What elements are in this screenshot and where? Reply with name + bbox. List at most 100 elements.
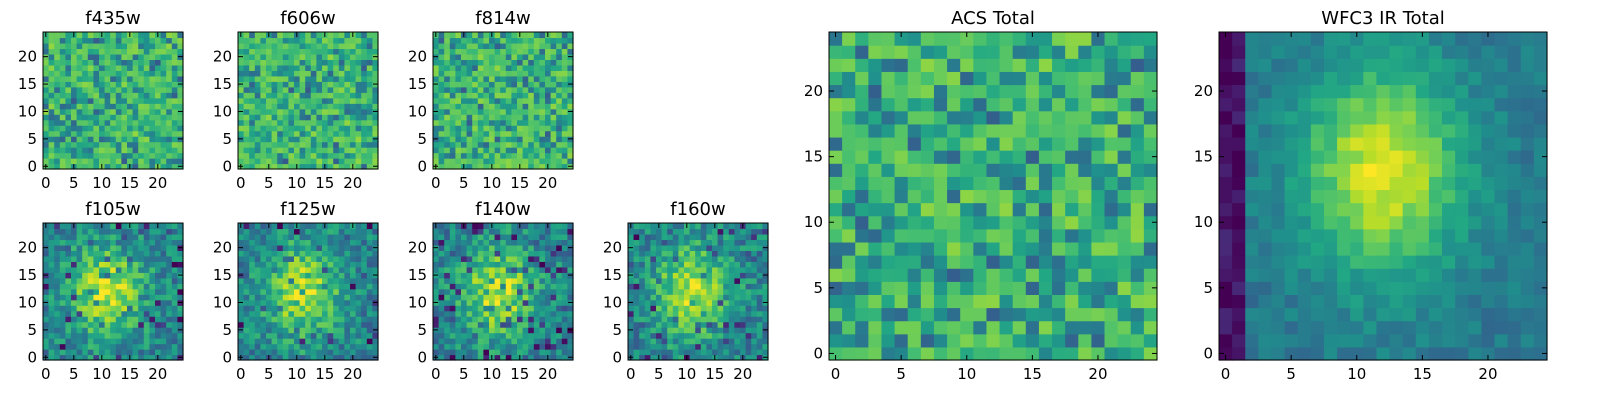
heatmap-cell [59, 310, 66, 317]
heatmap-cell [973, 281, 988, 295]
heatmap-cell [438, 152, 445, 159]
heatmap-cell [333, 223, 340, 230]
heatmap-cell [438, 114, 445, 121]
heatmap-cell [700, 343, 707, 350]
heatmap-cell [477, 92, 484, 99]
heatmap-cell [99, 97, 106, 104]
heatmap-cell [316, 255, 323, 262]
heatmap-cell [550, 332, 557, 339]
heatmap-cell [138, 327, 145, 334]
heatmap-cell [561, 332, 568, 339]
heatmap-cell [461, 136, 468, 143]
heatmap-cell [282, 327, 289, 334]
heatmap-cell [556, 338, 563, 345]
heatmap-cell [115, 223, 122, 230]
heatmap-cell [438, 332, 445, 339]
heatmap-cell [466, 141, 473, 148]
heatmap-cell [333, 108, 340, 115]
heatmap-cell [511, 261, 518, 268]
heatmap-cell [316, 147, 323, 154]
heatmap-cell [155, 125, 162, 132]
heatmap-cell [127, 327, 134, 334]
heatmap-cell [138, 97, 145, 104]
heatmap-cell [633, 316, 640, 323]
heatmap-cell [461, 283, 468, 290]
heatmap-cell [533, 108, 540, 115]
heatmap-cell [155, 316, 162, 323]
heatmap-cell [999, 163, 1014, 177]
heatmap-cell [644, 266, 651, 273]
heatmap-cell [706, 305, 713, 312]
heatmap-cell [132, 53, 139, 60]
heatmap-cell [294, 53, 301, 60]
heatmap-cell [455, 277, 462, 284]
heatmap-cell [550, 299, 557, 306]
heatmap-cell [672, 327, 679, 334]
heatmap-cell [310, 310, 317, 317]
heatmap-cell [881, 320, 896, 335]
heatmap-cell [143, 288, 150, 295]
heatmap-cell [539, 272, 546, 279]
heatmap-cell [271, 152, 278, 159]
heatmap-cell [455, 239, 462, 246]
heatmap-cell [700, 244, 707, 251]
heatmap-cell [177, 125, 184, 132]
heatmap-cell [249, 327, 256, 334]
heatmap-cell [243, 255, 250, 262]
heatmap-cell [310, 327, 317, 334]
heatmap-cell [1038, 176, 1053, 191]
heatmap-cell [322, 239, 329, 246]
heatmap-cell [1117, 255, 1132, 269]
heatmap-cell [999, 307, 1014, 322]
heatmap-cell [132, 266, 139, 273]
heatmap-cell [316, 97, 323, 104]
heatmap-cell [59, 272, 66, 279]
heatmap-cell [87, 321, 94, 328]
heatmap-cell [539, 316, 546, 323]
heatmap-cell [355, 125, 362, 132]
heatmap-cell [762, 250, 769, 257]
heatmap-cell [104, 305, 111, 312]
heatmap-cell [93, 310, 100, 317]
heatmap-cell [734, 223, 741, 230]
heatmap-cell [344, 53, 351, 60]
heatmap-cell [361, 114, 368, 121]
heatmap-cell [455, 64, 462, 71]
heatmap-cell [472, 354, 479, 361]
heatmap-cell [505, 86, 512, 93]
heatmap-cell [82, 233, 89, 241]
heatmap-cell [299, 59, 306, 66]
heatmap-cell [288, 354, 295, 361]
y-tick-label: 10 [408, 293, 427, 311]
heatmap-cell [121, 310, 128, 317]
heatmap-cell [842, 189, 856, 204]
heatmap-cell [71, 338, 78, 345]
heatmap-cell [99, 86, 106, 93]
heatmap-cell [115, 108, 122, 115]
heatmap-cell [517, 327, 524, 334]
heatmap-cell [43, 158, 50, 165]
heatmap-cell [728, 266, 735, 273]
heatmap-cell [127, 277, 134, 284]
heatmap-cell [444, 223, 451, 230]
heatmap-cell [561, 349, 568, 356]
heatmap-cell [149, 294, 156, 301]
heatmap-cell [350, 244, 357, 251]
heatmap-cell [99, 37, 106, 44]
heatmap-cell [59, 130, 66, 137]
heatmap-cell [294, 158, 301, 165]
heatmap-cell [723, 272, 730, 279]
heatmap-cell [960, 281, 974, 295]
heatmap-cell [288, 233, 295, 241]
heatmap-cell [344, 114, 351, 121]
heatmap-cell [567, 288, 574, 295]
heatmap-cell [171, 283, 178, 290]
heatmap-cell [728, 239, 735, 246]
heatmap-cell [59, 233, 66, 241]
heatmap-cell [177, 141, 184, 148]
heatmap-cell [372, 141, 379, 148]
heatmap-cell [355, 163, 362, 170]
heatmap-cell [93, 255, 100, 262]
heatmap-cell [678, 321, 685, 328]
heatmap-cell [277, 261, 284, 268]
